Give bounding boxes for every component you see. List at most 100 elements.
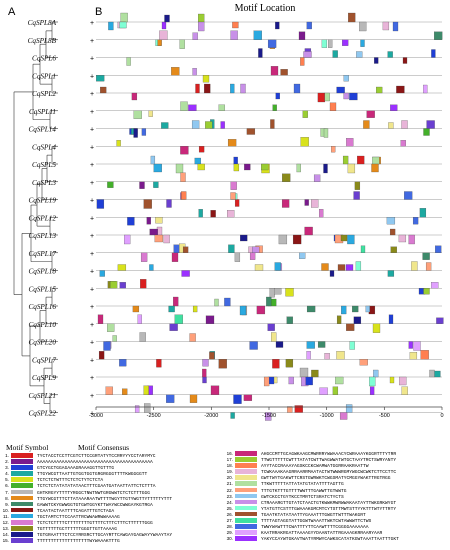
motif-box bbox=[343, 92, 349, 100]
motif-box bbox=[388, 314, 394, 324]
legend-row: 13. TGTTTTTTGCTTTTTTGGGTTGTTAAAAG bbox=[2, 526, 172, 532]
motif-box bbox=[137, 314, 142, 324]
motif-box bbox=[411, 261, 418, 271]
gene-label: CqSPL2 bbox=[32, 90, 56, 98]
motif-box bbox=[336, 86, 345, 94]
motif-box bbox=[275, 92, 280, 100]
gene-label: CqSPL4 bbox=[32, 143, 56, 151]
motif-box bbox=[218, 359, 227, 369]
motif-box bbox=[275, 21, 280, 30]
strand-marker: + bbox=[90, 73, 94, 80]
motif-box bbox=[323, 128, 329, 138]
motif-box bbox=[202, 368, 207, 378]
motif-box bbox=[419, 208, 427, 218]
motif-box bbox=[204, 83, 211, 94]
x-tick-label: -2500 bbox=[147, 413, 161, 419]
legend-row: 15. TTTTTTTTTTTTTTTTTTTWYWAAAKTTTG bbox=[2, 538, 172, 544]
motif-box bbox=[161, 21, 167, 30]
motif-box bbox=[195, 83, 200, 94]
motif-box bbox=[240, 234, 248, 242]
motif-box bbox=[306, 341, 315, 349]
motif-box bbox=[258, 48, 263, 58]
motif-box bbox=[153, 163, 162, 173]
strand-marker: + bbox=[90, 269, 94, 276]
motif-swatch bbox=[235, 481, 257, 486]
motif-swatch bbox=[11, 501, 33, 507]
motif-consensus: GWTCKCCTGYTKCCTMRTCTSRATCTYCTS bbox=[261, 494, 344, 500]
motif-number: 22. bbox=[226, 487, 233, 493]
motif-box bbox=[126, 57, 131, 66]
legend-row: 9. GAWWTCKYGWWGGTGTGWTGGYKTTWAYWCCWWGAYKG… bbox=[2, 501, 172, 508]
motif-consensus: TTTTAGTAGGTATTGGWTWAAATTWKTCWTAWWWTTCTWS bbox=[261, 519, 372, 525]
motif-box bbox=[287, 406, 293, 413]
motif-box bbox=[261, 163, 269, 171]
motif-box bbox=[182, 246, 189, 253]
motif-box bbox=[171, 252, 179, 262]
motif-box bbox=[119, 282, 126, 289]
motif-box bbox=[108, 21, 114, 31]
motif-swatch bbox=[235, 487, 257, 493]
motif-consensus: TCAATACTAATTTTCAGATTTGTCTAGA bbox=[37, 508, 115, 514]
gene-label: CqSPL14 bbox=[28, 126, 56, 134]
motif-box bbox=[269, 288, 275, 298]
motif-swatch bbox=[11, 489, 33, 495]
motif-box bbox=[205, 315, 215, 324]
motif-box bbox=[249, 252, 256, 260]
motif-box bbox=[396, 85, 405, 94]
motif-box bbox=[349, 92, 358, 101]
motif-box bbox=[321, 263, 329, 271]
motif-box bbox=[263, 376, 270, 387]
motif-number: 19. bbox=[226, 469, 233, 475]
motif-swatch bbox=[235, 469, 257, 474]
motif-box bbox=[369, 386, 375, 395]
motif-box bbox=[392, 21, 399, 32]
motif-number: 29. bbox=[226, 530, 233, 536]
motif-number: 23. bbox=[226, 493, 233, 499]
strand-marker: + bbox=[90, 322, 94, 329]
motif-consensus: YAKYCCAYWTGKAVTWATYRMWYCAWKSCATATKGWTAAA… bbox=[261, 537, 399, 543]
x-tick-label: -1000 bbox=[320, 413, 334, 419]
motif-box bbox=[143, 199, 152, 209]
motif-box bbox=[232, 21, 239, 29]
motif-box bbox=[218, 104, 225, 111]
motif-box bbox=[317, 92, 326, 103]
motif-box bbox=[243, 394, 253, 401]
legend-row: 14. TGTGRAATTTCTCCYRRSRCTTGCAYRTTCAWGAYGA… bbox=[2, 532, 172, 538]
motif-box bbox=[155, 217, 163, 224]
motif-box bbox=[107, 323, 115, 332]
motif-number: 15. bbox=[2, 538, 9, 544]
motif-box bbox=[311, 199, 319, 208]
motif-box bbox=[254, 264, 264, 271]
motif-box bbox=[210, 210, 216, 218]
motif-box bbox=[139, 332, 146, 342]
motif-box bbox=[198, 209, 203, 218]
motif-box bbox=[256, 305, 266, 315]
legend-row: 7. GHTKRGYYTTTTYRGGCTNWTNWTGRGWWTCTCTCTTT… bbox=[2, 489, 172, 496]
motif-box bbox=[124, 234, 131, 245]
panel-label-a: A bbox=[8, 6, 16, 18]
strand-marker: + bbox=[90, 109, 94, 116]
legend-row: 25. YTATGTTCSTTTGWAAAKGMCMTCYTSTTMWTSTTYY… bbox=[226, 505, 399, 512]
motif-box bbox=[402, 57, 408, 64]
motif-number: 6. bbox=[5, 483, 9, 489]
gene-label: CqSPL11 bbox=[29, 108, 56, 116]
motif-number: 30. bbox=[226, 536, 233, 542]
motif-box bbox=[285, 288, 294, 297]
strand-marker: + bbox=[90, 20, 94, 27]
motif-box bbox=[272, 359, 280, 369]
motif-box bbox=[298, 31, 306, 40]
motif-box bbox=[144, 403, 151, 413]
legend-row: 10. TCAATACTAATTTTCAGATTTGTCTAGA bbox=[2, 507, 172, 514]
motif-consensus-header: Motif Consensus bbox=[78, 443, 130, 452]
strand-marker: + bbox=[90, 215, 94, 222]
motif-box bbox=[324, 353, 330, 360]
motif-swatch bbox=[235, 451, 257, 456]
motif-number: 24. bbox=[226, 499, 233, 505]
motif-swatch bbox=[235, 524, 257, 529]
motif-consensus: TTWGTTTTTCWTTTATATCWTTWAGWWATWTGCTAAYTRC… bbox=[261, 458, 397, 464]
motif-box bbox=[163, 234, 170, 244]
motif-box bbox=[345, 404, 353, 413]
gene-label: CqSPL15 bbox=[28, 285, 56, 293]
motif-box bbox=[192, 305, 198, 313]
